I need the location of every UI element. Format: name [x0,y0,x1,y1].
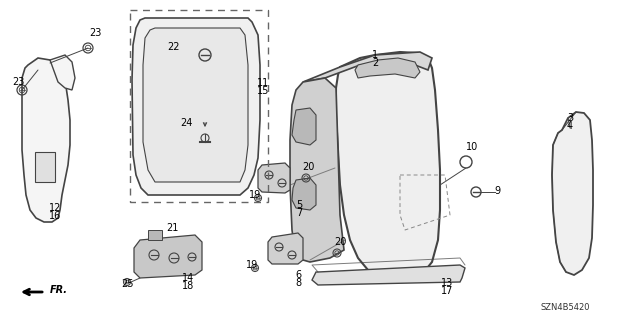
Text: 14: 14 [182,273,194,283]
Bar [130,10,268,202]
Text: 4: 4 [567,121,573,131]
Text: FR.: FR. [50,285,68,295]
Text: 11: 11 [257,78,269,88]
Text: 5: 5 [296,200,302,210]
Polygon shape [292,178,316,210]
Polygon shape [268,233,303,264]
Text: 19: 19 [249,190,261,200]
Bar [35,152,55,182]
Polygon shape [258,163,290,193]
Text: 25: 25 [122,279,134,289]
Text: 15: 15 [257,86,269,96]
Text: 23: 23 [89,28,101,38]
Text: 9: 9 [494,186,500,196]
Text: 20: 20 [334,237,346,247]
Text: 19: 19 [246,260,258,270]
Polygon shape [312,265,465,285]
Bar [148,230,162,240]
Polygon shape [552,112,593,275]
Text: 13: 13 [441,278,453,288]
Text: 17: 17 [441,286,453,296]
Polygon shape [292,108,316,145]
Polygon shape [22,58,70,222]
Polygon shape [50,55,75,90]
Polygon shape [303,52,432,82]
Text: 6: 6 [295,270,301,280]
Text: 10: 10 [466,142,478,152]
Text: 20: 20 [302,162,314,172]
Text: 7: 7 [296,208,302,218]
Text: 1: 1 [372,50,378,60]
Polygon shape [143,28,248,182]
Polygon shape [132,18,260,195]
Polygon shape [336,52,440,278]
Text: 24: 24 [180,118,192,128]
Text: SZN4B5420: SZN4B5420 [540,303,589,313]
Text: 23: 23 [12,77,24,87]
Text: 2: 2 [372,58,378,68]
Polygon shape [134,235,202,278]
Text: 16: 16 [49,211,61,221]
Text: 12: 12 [49,203,61,213]
Polygon shape [355,58,420,78]
Polygon shape [290,78,344,262]
Text: 21: 21 [166,223,178,233]
Text: 3: 3 [567,113,573,123]
Text: 18: 18 [182,281,194,291]
Text: 22: 22 [168,42,180,52]
Text: 8: 8 [295,278,301,288]
